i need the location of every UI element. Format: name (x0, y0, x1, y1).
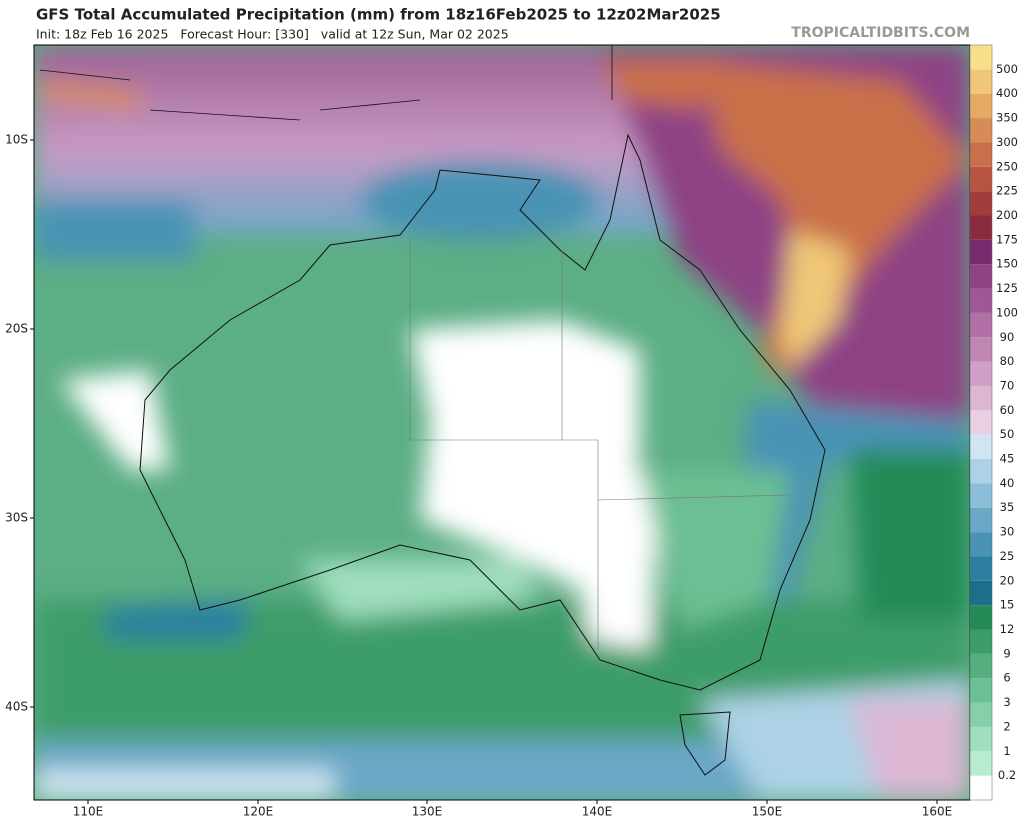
lon-label: 110E (73, 805, 104, 819)
colorbar-swatch (970, 653, 992, 679)
colorbar-swatch (970, 434, 992, 460)
colorbar-swatch (970, 678, 992, 703)
colorbar-swatch (970, 459, 992, 484)
colorbar-label: 100 (996, 305, 1018, 319)
colorbar-swatch (970, 312, 992, 338)
colorbar-label: 0.2 (998, 768, 1016, 782)
colorbar-label: 20 (1000, 573, 1015, 587)
colorbar-swatch (970, 264, 992, 289)
colorbar-swatch (970, 142, 992, 167)
lat-label: 20S (5, 322, 28, 336)
colorbar-label: 60 (1000, 403, 1015, 417)
source: TROPICALTIDBITS.COM (791, 25, 970, 41)
colorbar-swatch (970, 385, 992, 411)
colorbar-label: 90 (1000, 330, 1015, 344)
colorbar-swatch (970, 605, 992, 630)
colorbar-swatch (970, 215, 992, 240)
colorbar-swatch (970, 361, 992, 386)
colorbar-label: 12 (1000, 622, 1015, 636)
colorbar-swatch (970, 629, 992, 654)
colorbar-label: 40 (1000, 476, 1015, 490)
colorbar-label: 15 (1000, 598, 1015, 612)
colorbar-swatch (970, 166, 992, 192)
colorbar-swatch (970, 337, 992, 362)
colorbar-label: 25 (1000, 549, 1015, 563)
map (34, 45, 970, 800)
colorbar-label: 200 (996, 208, 1018, 222)
colorbar-label: 175 (996, 232, 1018, 246)
colorbar-swatch (970, 556, 992, 581)
colorbar-label: 1 (1003, 744, 1010, 758)
colorbar-label: 400 (996, 86, 1018, 100)
colorbar-label: 125 (996, 281, 1018, 295)
colorbar-swatch (970, 580, 992, 606)
colorbar-label: 80 (1000, 354, 1015, 368)
colorbar-label: 70 (1000, 378, 1015, 392)
colorbar-swatch (970, 702, 992, 727)
colorbar-label: 9 (1003, 646, 1010, 660)
colorbar-label: 500 (996, 62, 1018, 76)
colorbar-swatch (970, 45, 992, 70)
colorbar-label: 225 (996, 184, 1018, 198)
colorbar-swatch (970, 775, 992, 800)
colorbar-swatch (970, 118, 992, 143)
colorbar-swatch (970, 93, 992, 119)
colorbar-label: 2 (1003, 719, 1010, 733)
lon-label: 130E (412, 805, 443, 819)
lon-label: 120E (243, 805, 274, 819)
colorbar-label: 30 (1000, 525, 1015, 539)
colorbar-label: 350 (996, 111, 1018, 125)
colorbar-swatch (970, 191, 992, 216)
lon-label: 160E (922, 805, 953, 819)
colorbar-label: 3 (1003, 695, 1010, 709)
colorbar-swatch (970, 751, 992, 776)
colorbar-swatch (970, 483, 992, 508)
colorbar-swatch (970, 69, 992, 94)
lat-label: 10S (5, 133, 28, 147)
subtitle: Init: 18z Feb 16 2025 Forecast Hour: [33… (36, 27, 509, 42)
colorbar-label: 6 (1003, 671, 1010, 685)
lat-label: 30S (5, 511, 28, 525)
lon-label: 140E (582, 805, 613, 819)
lat-label: 40S (5, 700, 28, 714)
colorbar-frame (969, 44, 993, 801)
lon-label: 150E (752, 805, 783, 819)
colorbar-swatch (970, 288, 992, 313)
colorbar-swatch (970, 507, 992, 533)
colorbar-label: 50 (1000, 427, 1015, 441)
colorbar-swatch (970, 239, 992, 265)
title: GFS Total Accumulated Precipitation (mm)… (36, 6, 721, 24)
colorbar-swatch (970, 726, 992, 752)
colorbar-label: 300 (996, 135, 1018, 149)
colorbar-label: 35 (1000, 500, 1015, 514)
colorbar-label: 250 (996, 159, 1018, 173)
colorbar-swatch (970, 532, 992, 557)
colorbar-swatch (970, 410, 992, 435)
colorbar-label: 45 (1000, 452, 1015, 466)
colorbar-label: 150 (996, 257, 1018, 271)
